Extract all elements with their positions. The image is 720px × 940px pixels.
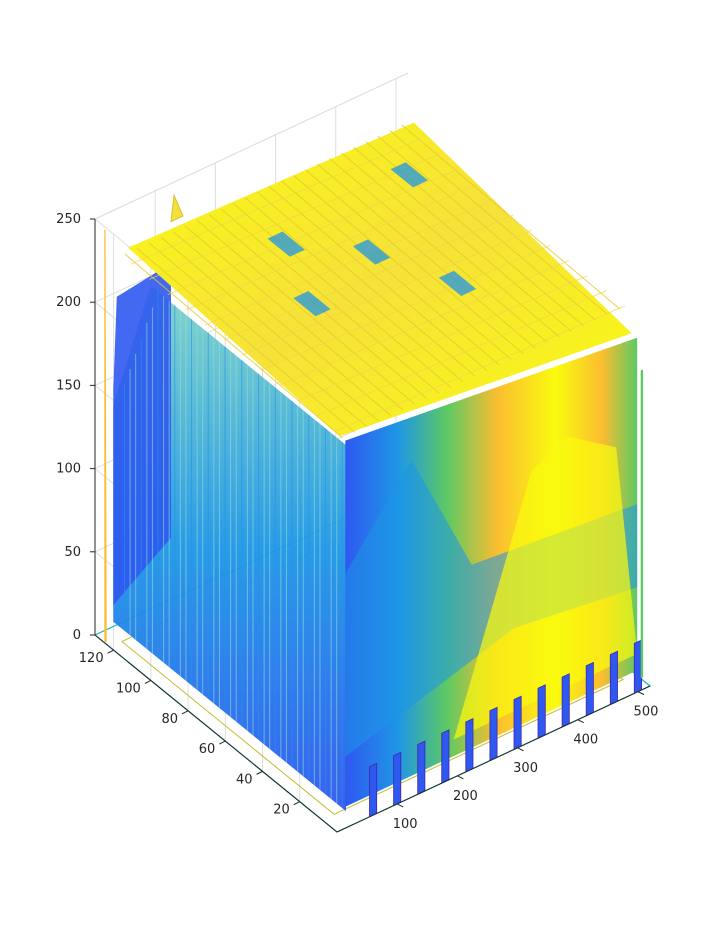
plateau-mesh-y [242,229,532,356]
x-tick-mark-1 [457,775,464,780]
x-tick-mark-4 [637,691,645,696]
surface-body [93,122,652,833]
comb-tooth-11 [633,639,642,694]
plateau-mesh-y [316,290,607,417]
y-tick-label-1: 40 [236,772,253,787]
x-tick-label-2: 300 [513,761,538,776]
plateau-mesh-x [329,158,548,343]
y-tick-label-5: 120 [79,651,104,666]
plateau-mesh-x [124,253,344,439]
plateau-mesh-y [167,169,458,296]
plateau-mesh-x [353,146,572,332]
y-tick-mark-5 [107,649,114,654]
comb-tooth-10 [609,650,618,706]
comb-tooth-5 [489,706,498,762]
x-tick-label-4: 500 [634,705,659,720]
z-axis-ticks: 0 50 100 150 200 250 [56,212,95,643]
plateau-mesh-x [389,130,608,315]
comb-tooth-9 [585,661,594,717]
y-tick-mark-4 [144,680,152,684]
comb-tooth-4 [465,717,474,773]
comb-tooth-6 [513,695,522,751]
plateau-mesh-y [279,259,570,386]
y-tick-label-2: 60 [199,742,216,757]
plateau-mesh-x [232,203,452,388]
plateau-mesh-y [130,138,421,265]
plateau-dip-3 [438,270,477,296]
plateau-mesh-x [184,225,404,411]
plateau-mesh-x [305,169,524,355]
plateau-mesh-x [269,186,488,372]
y-tick-mark-3 [181,710,189,715]
plateau-mesh-x [136,248,356,433]
y-tick-label-3: 80 [162,712,179,727]
x-axis-ticks: 100 200 300 400 500 [393,691,659,832]
comb-tooth-7 [537,684,546,739]
z-tick-label-5: 250 [56,212,81,227]
comb-tooth-1 [393,751,402,807]
y-axis-line [94,634,338,833]
plateau-mesh-x [148,242,368,428]
comb-tooth-3 [441,729,450,784]
x-tick-mark-0 [396,803,404,808]
comb-tooth-8 [561,673,570,728]
z-tick-label-1: 50 [64,545,81,560]
comb-tooth-2 [417,740,426,796]
z-tick-label-0: 0 [73,628,81,643]
x-tick-mark-2 [517,747,524,752]
y-tick-label-0: 20 [273,803,290,818]
z-tick-label-3: 150 [56,378,81,393]
plateau-mesh-y [204,199,495,326]
y-tick-mark-2 [219,740,226,745]
plateau-mesh-x [172,231,392,416]
plateau-mesh-x [196,219,416,405]
y-tick-label-4: 100 [116,681,141,696]
plateau-mesh-x [317,163,536,349]
plateau-mesh-y [186,184,477,311]
plateau-mesh-x [257,191,476,377]
plateau-mesh-y [297,275,588,402]
plateau-mesh-y [260,244,551,371]
plateau-dip-0 [293,291,331,317]
x-tick-label-3: 400 [573,733,598,748]
plateau-dip-1 [267,231,305,257]
x-tick-mark-3 [577,719,584,724]
plateau-mesh-x [293,175,512,360]
plateau-mesh-x [281,180,500,366]
right-end-spike [640,369,644,679]
z-tick-label-2: 100 [56,462,81,477]
comb-tooth-0 [369,762,378,818]
plateau-mesh-x [401,124,620,310]
surface-left-face [113,286,346,812]
x-tick-label-1: 200 [453,789,478,804]
y-tick-mark-1 [256,770,263,775]
plateau-mesh-x [220,208,440,394]
x-axis-line [336,685,651,833]
plateau-mesh-x [160,236,380,422]
plateau-dip-2 [352,239,391,265]
plateau-mesh-y [223,214,514,341]
y-axis-ticks: 20 40 60 80 100 120 [79,649,300,818]
surface-back-slab [113,263,171,606]
plateau-mesh-y [335,305,626,432]
x-tick-label-0: 100 [393,817,418,832]
left-corner-spike [104,229,107,643]
plateau-mesh-x [341,152,560,338]
plateau-mesh-x [377,135,596,321]
plateau-mesh-y [148,153,439,280]
plateau-mesh-x [245,197,464,383]
plateau-dip-4 [390,162,428,188]
axes [94,219,651,833]
y-tick-mark-0 [293,801,300,806]
rear-peak [170,193,184,223]
z-tick-label-4: 200 [56,295,81,310]
